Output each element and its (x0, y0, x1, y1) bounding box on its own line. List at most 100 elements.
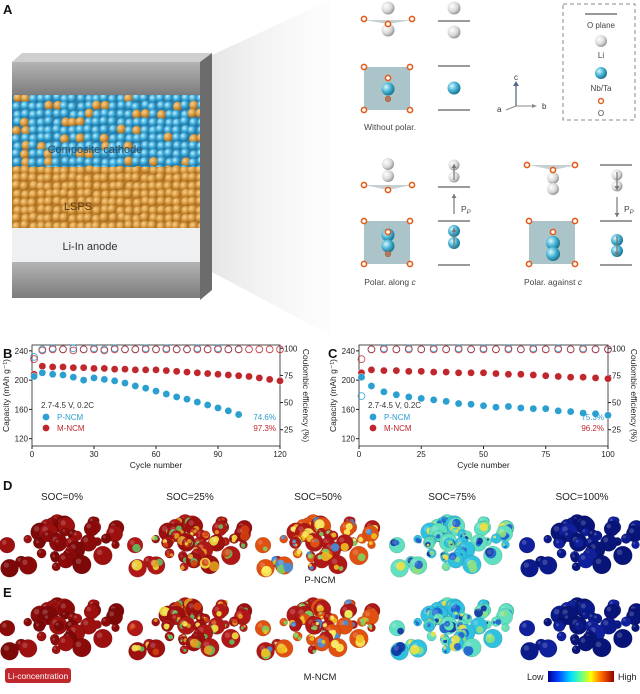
oxygen-atom (408, 181, 416, 189)
oxygen-atom (360, 63, 368, 71)
capacity-point-m-ncm (579, 373, 587, 382)
retention-label-m-ncm: 97.3% (253, 424, 276, 433)
concentration-spot (209, 536, 219, 546)
electrolyte-particle (76, 180, 86, 191)
electrolyte-particle (189, 100, 199, 110)
nb-ta-atom (381, 82, 395, 96)
particle-highlight (523, 562, 530, 568)
oxygen-atom (549, 166, 557, 174)
electrolyte-particle (36, 214, 46, 224)
cathode-particle (52, 124, 62, 134)
concentration-spot (426, 623, 431, 628)
cathode-particle-p-ncm (518, 537, 536, 554)
concentration-spot (396, 561, 406, 571)
electrolyte-particle (140, 108, 151, 119)
particle-highlight (632, 542, 636, 545)
ce-point-m-ncm (392, 345, 401, 354)
particle-highlight (329, 532, 333, 536)
dipole-arrow-head (614, 186, 620, 190)
concentration-spot (281, 535, 286, 540)
cathode-particle (108, 141, 118, 152)
electrolyte-particle (37, 204, 47, 214)
cathode-particle-p-ncm (53, 537, 65, 548)
particle-highlight (188, 638, 194, 643)
concentration-spot (221, 517, 225, 522)
electrolyte-particle (196, 173, 200, 183)
particle-highlight (112, 542, 116, 545)
cathode-particle (140, 148, 150, 159)
particle-highlight (434, 615, 439, 619)
cathode-particle (100, 108, 110, 118)
cathode-particle (180, 164, 189, 167)
cathode-particle (92, 157, 102, 167)
ce-point-m-ncm (131, 345, 140, 354)
cathode-particle (52, 109, 63, 119)
particle-highlight (582, 612, 586, 615)
particle-highlight (69, 531, 73, 535)
concentration-spot (312, 625, 318, 631)
particle-highlight (622, 618, 626, 622)
capacity-point-p-ncm (90, 374, 98, 382)
capacity-point-p-ncm (517, 404, 525, 412)
electrolyte-particle (85, 167, 95, 174)
cathode-particle (59, 126, 70, 136)
particle-highlight (183, 539, 187, 543)
concentration-spot (318, 531, 324, 537)
electrolyte-particle (187, 196, 197, 206)
ce-point-p-ncm (30, 353, 38, 361)
cathode-particle (131, 102, 141, 112)
capacity-point-m-ncm (276, 377, 284, 385)
concentration-spot (238, 614, 243, 619)
oxygen-atom (549, 228, 557, 236)
electrolyte-particle (131, 172, 141, 183)
cathode-particle-p-ncm (93, 545, 113, 566)
chart-b: 0 30 60 90 120 120 160 200 240 25 50 75 100 Cycle num… (1, 344, 311, 470)
electrolyte-particle (93, 173, 103, 183)
particle-highlight (180, 554, 184, 558)
cathode-particle (164, 148, 174, 158)
soc-label: SOC=50% (294, 492, 342, 503)
cathode-particle (12, 148, 21, 159)
cathode-particle-p-ncm (328, 555, 348, 575)
soc-label: SOC=100% (555, 492, 608, 503)
y2-tick-label: 100 (284, 344, 298, 353)
concentration-spot (163, 623, 170, 630)
electrolyte-particle (59, 172, 69, 182)
particle-highlight (22, 642, 28, 648)
particle-highlight (407, 557, 411, 562)
capacity-point-p-ncm (214, 404, 222, 412)
particle-highlight (442, 637, 446, 641)
capacity-point-m-ncm (367, 366, 376, 374)
electrolyte-particle (181, 172, 191, 182)
electrolyte-particle (20, 198, 30, 208)
particle-highlight (217, 518, 222, 522)
electrolyte-particle (156, 110, 167, 120)
cathode-particle (163, 101, 174, 111)
particle-highlight (278, 642, 284, 648)
cathode-particle (156, 156, 167, 166)
concentration-spot (180, 565, 185, 571)
particle-highlight (629, 528, 635, 534)
ce-point-m-ncm (245, 345, 253, 354)
oxygen-atom (406, 217, 414, 225)
cathode-particle (12, 101, 22, 112)
particle-highlight (308, 554, 312, 558)
concentration-spot (296, 549, 302, 555)
concentration-spot (415, 622, 420, 626)
particle-highlight (450, 603, 456, 609)
concentration-spot (240, 543, 246, 548)
ce-point-m-ncm (404, 345, 413, 354)
cathode-particle (132, 117, 142, 127)
electrolyte-particle (59, 212, 69, 223)
capacity-point-m-ncm (224, 371, 233, 379)
concentration-spot (466, 534, 470, 538)
cathode-particle (68, 157, 78, 167)
particle-highlight (412, 559, 418, 565)
y-tick-label: 240 (15, 347, 29, 356)
concentration-spot (218, 524, 224, 529)
capacity-point-p-ncm (100, 375, 109, 384)
oxygen-atom (384, 228, 392, 236)
concentration-spot (314, 519, 325, 530)
x-tick-label: 0 (30, 450, 35, 459)
particle-highlight (521, 540, 527, 545)
